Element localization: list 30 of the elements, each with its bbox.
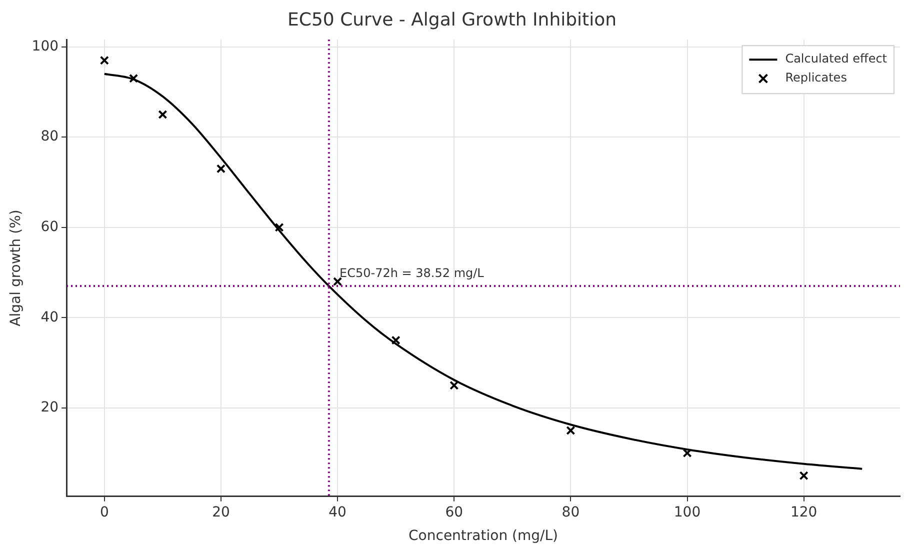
- x-tick-label: 40: [328, 504, 346, 520]
- x-tick-label: 60: [445, 504, 464, 520]
- point: [129, 74, 138, 83]
- legend-label: Calculated effect: [785, 52, 888, 66]
- point: [566, 426, 576, 436]
- x-tick-label: 120: [790, 504, 818, 520]
- y-tick-label: 80: [40, 128, 59, 145]
- point: [333, 277, 342, 286]
- x-tick-label: 0: [100, 504, 109, 520]
- y-axis-title: Algal growth (%): [8, 210, 24, 326]
- y-tick-label: 40: [40, 309, 59, 326]
- point: [450, 380, 459, 390]
- x-tick-label: 100: [674, 504, 701, 520]
- x-tick-label: 80: [562, 504, 580, 520]
- annotation: EC50-72h = 38.52 mg/L: [340, 266, 484, 280]
- chart-title: EC50 Curve - Algal Growth Inhibition: [287, 9, 617, 30]
- legend-label: Replicates: [785, 70, 847, 85]
- x-tick-label: 20: [212, 504, 230, 520]
- point: [158, 110, 168, 120]
- y-tick-label: 60: [40, 219, 59, 236]
- y-tick-label: 20: [40, 400, 59, 416]
- point: [100, 56, 109, 65]
- point: [682, 448, 692, 458]
- point: [216, 164, 226, 174]
- point: [274, 222, 284, 232]
- y-tick-label: 100: [32, 38, 59, 54]
- point: [391, 336, 400, 345]
- line-series: [103, 72, 864, 470]
- point: [799, 471, 808, 480]
- x-axis-title: Concentration (mg/L): [408, 528, 558, 544]
